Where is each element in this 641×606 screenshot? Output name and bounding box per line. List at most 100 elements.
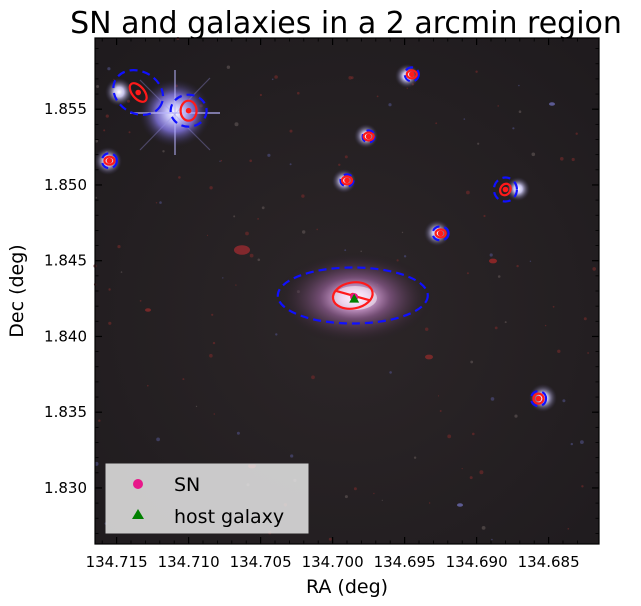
y-tick-label: 1.850 [44,176,87,194]
background-speck [461,468,463,470]
background-speck [516,264,519,268]
legend: SN host galaxy [105,463,309,534]
background-speck [117,245,121,249]
x-tick-label: 134.685 [518,553,580,571]
background-speck [575,132,578,135]
star-glow [105,78,133,106]
galaxy-ellipse-solid [532,392,545,405]
galaxy-ellipse-solid [362,131,375,142]
legend-sn-label: SN [174,474,200,496]
galaxy-center [344,177,350,184]
background-speck [562,399,566,403]
x-tick-label: 134.710 [158,553,220,571]
background-speck [344,155,348,159]
faint-source [457,503,463,507]
x-tick-label: 134.700 [302,553,364,571]
background-speck [344,249,347,252]
host-galaxy-marker [349,293,360,303]
background-speck [275,333,278,336]
background-speck [98,419,101,422]
background-speck [206,234,209,236]
background-speck [259,93,262,97]
y-tick-label: 1.835 [44,403,87,421]
background-speck [489,253,493,257]
background-speck [209,186,213,190]
background-speck [139,300,142,302]
background-speck [213,413,216,415]
background-speck [105,114,109,118]
x-tick-label: 134.690 [446,553,508,571]
y-axis-label: Dec (deg) [6,244,28,337]
faint-source [425,354,433,360]
background-speck [491,538,493,541]
galaxy-center [106,157,113,164]
galaxy-ellipse-solid [128,82,148,103]
galaxy-ellipse-dashed [276,266,429,325]
background-speck [162,150,165,153]
background-speck [447,434,452,439]
background-speck [581,485,584,488]
background-speck [497,275,501,278]
background-speck [274,75,278,79]
diffraction-spike [139,79,211,151]
background-speck [571,157,575,162]
background-speck [518,84,520,87]
chart-title: SN and galaxies in a 2 arcmin region [70,6,622,41]
background-speck [261,206,265,210]
background-speck [425,327,429,331]
background-speck [108,321,112,325]
x-tick-label: 134.695 [374,553,436,571]
background-speck [477,142,480,145]
background-speck [560,157,564,161]
background-speck [413,456,417,459]
legend-box [105,463,309,534]
background-speck [155,202,158,204]
background-speck [403,255,407,258]
galaxy-ellipse-dashed [100,152,119,170]
background-speck [497,105,500,107]
galaxy-center [185,107,192,114]
background-speck [249,253,254,258]
background-speck [376,95,379,98]
y-tick-label: 1.855 [44,100,87,118]
background-speck [222,277,224,279]
diffraction-spike [139,77,211,151]
background-speck [226,65,231,69]
background-speck [195,405,198,408]
faint-source [145,308,151,312]
background-speck [512,127,515,130]
background-speck [120,271,123,273]
background-speck [466,190,470,195]
background-speck [504,321,507,324]
background-speck [479,470,484,475]
background-speck [95,139,98,143]
x-tick-label: 134.715 [86,553,148,571]
background-speck [567,528,570,530]
galaxy-ellipse-solid [103,155,116,166]
data-markers [349,293,360,303]
galaxy-ellipse-dashed [169,93,208,128]
background-speck [570,442,573,446]
background-speck [481,526,486,530]
background-speck [297,91,300,95]
background-speck [388,103,392,107]
y-tick-label: 1.840 [44,327,87,345]
galaxy-ellipse-dashed [339,173,355,188]
galaxy-ellipse-solid [331,281,374,310]
star-glow [506,177,530,201]
background-speck [147,384,149,387]
y-tick-label: 1.845 [44,252,87,270]
x-tick-label: 134.705 [230,553,292,571]
faint-source [549,102,555,106]
galaxy-ellipse-solid [179,99,198,122]
faint-source [234,245,250,255]
galaxy-center [409,71,415,78]
background-speck [316,228,319,231]
background-speck [360,250,363,253]
background-speck [234,122,239,127]
background-speck [531,152,536,157]
background-speck [389,371,392,374]
background-speck [249,159,252,163]
background-speck [182,378,185,381]
background-speck [220,159,223,162]
